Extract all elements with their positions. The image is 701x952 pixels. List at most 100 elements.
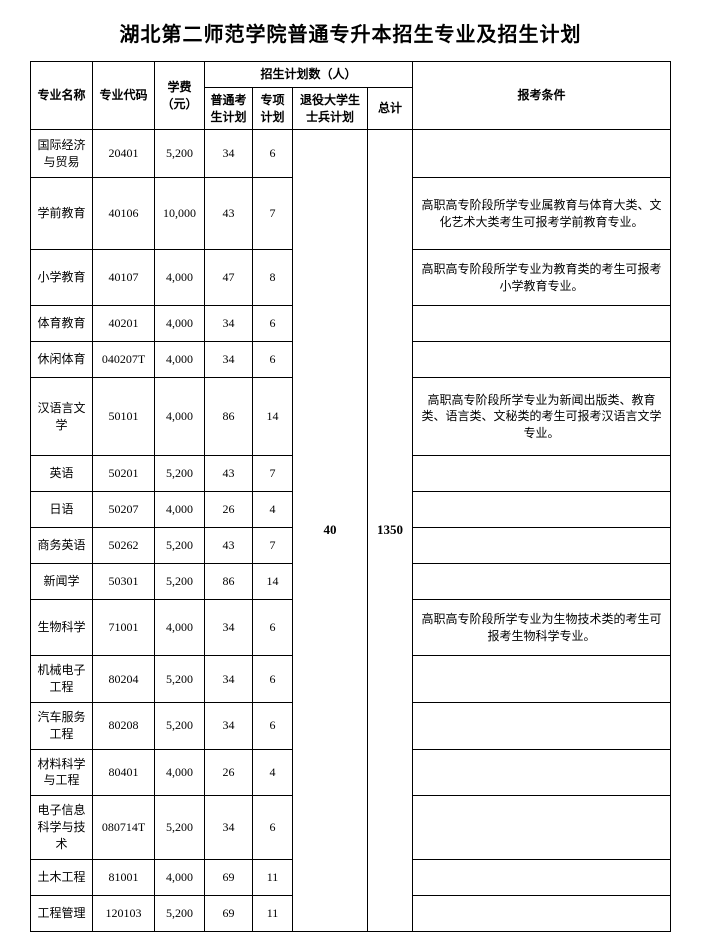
cell: 47 [205,250,253,306]
cell: 10,000 [155,178,205,250]
cell: 5,200 [155,456,205,492]
cell-condition [413,492,671,528]
cell: 71001 [93,600,155,656]
th-plan-normal: 普通考生计划 [205,87,253,130]
cell: 小学教育 [31,250,93,306]
cell-condition [413,702,671,749]
cell: 7 [253,528,293,564]
cell: 43 [205,178,253,250]
cell: 80204 [93,656,155,703]
cell: 50262 [93,528,155,564]
cell: 国际经济与贸易 [31,130,93,178]
cell: 43 [205,456,253,492]
cell: 20401 [93,130,155,178]
th-major-code: 专业代码 [93,62,155,130]
cell-condition [413,796,671,859]
cell: 材料科学与工程 [31,749,93,796]
cell: 14 [253,378,293,456]
cell: 电子信息科学与技术 [31,796,93,859]
cell-condition: 高职高专阶段所学专业为生物技术类的考生可报考生物科学专业。 [413,600,671,656]
cell: 43 [205,528,253,564]
cell: 工程管理 [31,895,93,931]
cell: 5,200 [155,528,205,564]
cell: 50201 [93,456,155,492]
cell: 11 [253,895,293,931]
table-row: 国际经济与贸易204015,200346401350 [31,130,671,178]
cell-condition: 高职高专阶段所学专业为新闻出版类、教育类、语言类、文秘类的考生可报考汉语言文学专… [413,378,671,456]
cell: 5,200 [155,796,205,859]
cell: 50207 [93,492,155,528]
cell-total-merged: 1350 [368,130,413,931]
cell-condition: 高职高专阶段所学专业为教育类的考生可报考小学教育专业。 [413,250,671,306]
cell: 080714T [93,796,155,859]
cell: 34 [205,656,253,703]
cell: 土木工程 [31,859,93,895]
cell: 4,000 [155,250,205,306]
cell: 26 [205,749,253,796]
cell-condition [413,564,671,600]
enrollment-table: 专业名称 专业代码 学费（元） 招生计划数（人） 报考条件 普通考生计划 专项计… [30,61,671,932]
th-tuition: 学费（元） [155,62,205,130]
th-plan-group: 招生计划数（人） [205,62,413,88]
cell: 汉语言文学 [31,378,93,456]
cell: 34 [205,342,253,378]
th-condition: 报考条件 [413,62,671,130]
cell: 81001 [93,859,155,895]
cell: 040207T [93,342,155,378]
cell: 6 [253,130,293,178]
cell: 新闻学 [31,564,93,600]
cell: 商务英语 [31,528,93,564]
table-body: 国际经济与贸易204015,200346401350学前教育4010610,00… [31,130,671,931]
cell: 26 [205,492,253,528]
cell: 7 [253,456,293,492]
cell: 体育教育 [31,306,93,342]
cell: 86 [205,564,253,600]
cell-condition [413,456,671,492]
th-plan-total: 总计 [368,87,413,130]
cell: 汽车服务工程 [31,702,93,749]
th-major-name: 专业名称 [31,62,93,130]
cell: 6 [253,306,293,342]
cell: 86 [205,378,253,456]
cell-condition [413,895,671,931]
cell: 6 [253,796,293,859]
cell: 50301 [93,564,155,600]
cell: 4,000 [155,859,205,895]
cell: 日语 [31,492,93,528]
cell: 34 [205,600,253,656]
cell-condition [413,749,671,796]
cell: 5,200 [155,130,205,178]
cell-condition [413,859,671,895]
cell-condition: 高职高专阶段所学专业属教育与体育大类、文化艺术大类考生可报考学前教育专业。 [413,178,671,250]
page-title: 湖北第二师范学院普通专升本招生专业及招生计划 [30,18,671,47]
cell: 80401 [93,749,155,796]
cell: 80208 [93,702,155,749]
cell: 机械电子工程 [31,656,93,703]
cell: 40106 [93,178,155,250]
th-plan-veteran: 退役大学生士兵计划 [293,87,368,130]
cell: 4 [253,749,293,796]
cell: 5,200 [155,702,205,749]
cell-condition [413,130,671,178]
cell: 4,000 [155,749,205,796]
cell: 69 [205,895,253,931]
cell: 4 [253,492,293,528]
cell: 4,000 [155,306,205,342]
cell: 5,200 [155,895,205,931]
cell: 69 [205,859,253,895]
cell: 生物科学 [31,600,93,656]
cell: 6 [253,342,293,378]
cell: 休闲体育 [31,342,93,378]
cell: 34 [205,306,253,342]
cell: 4,000 [155,600,205,656]
cell: 14 [253,564,293,600]
cell: 120103 [93,895,155,931]
cell: 7 [253,178,293,250]
cell-condition [413,656,671,703]
cell: 4,000 [155,492,205,528]
cell: 5,200 [155,656,205,703]
cell: 6 [253,702,293,749]
cell-condition [413,306,671,342]
cell: 4,000 [155,378,205,456]
cell-condition [413,528,671,564]
